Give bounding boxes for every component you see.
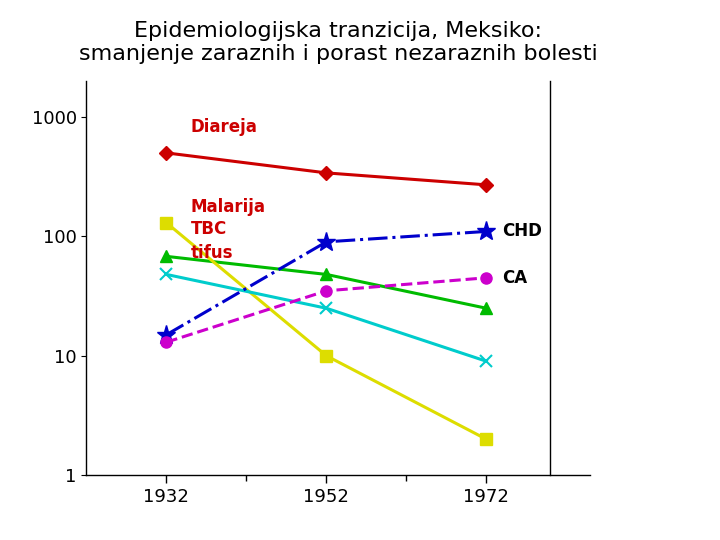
Text: CHD: CHD (503, 222, 542, 240)
Title: Epidemiologijska tranzicija, Meksiko:
smanjenje zaraznih i porast nezaraznih bol: Epidemiologijska tranzicija, Meksiko: sm… (79, 21, 598, 64)
Text: TBC: TBC (190, 220, 227, 238)
Text: CA: CA (503, 269, 528, 287)
Text: Malarija: Malarija (190, 198, 266, 217)
Text: tifus: tifus (190, 245, 233, 262)
Text: Diareja: Diareja (190, 118, 257, 136)
